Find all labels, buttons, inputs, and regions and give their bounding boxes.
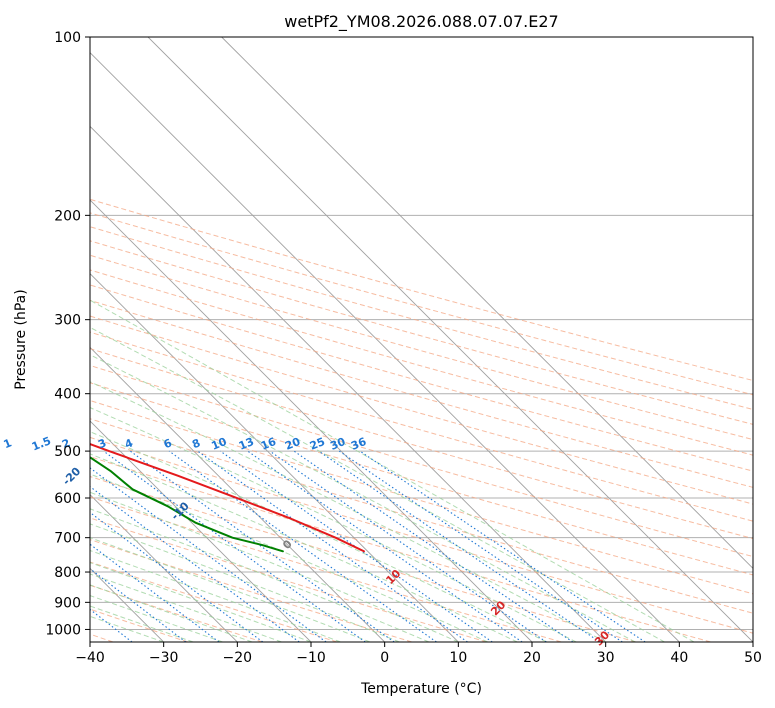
moist-adiabat <box>90 381 606 642</box>
mixing-ratio-line <box>359 450 646 642</box>
mixing-ratio-line <box>90 543 220 642</box>
moist-adiabat <box>90 523 400 642</box>
dry-adiabat <box>90 226 753 410</box>
dry-adiabat <box>90 561 338 642</box>
x-tick-label: 40 <box>670 650 688 666</box>
mixing-ratio-label: 13 <box>237 435 256 453</box>
x-tick-label: −30 <box>149 650 179 666</box>
y-tick-label: 500 <box>54 444 81 460</box>
y-axis: 100 200 300 400 500 600 700 800 900 1000 <box>45 30 90 638</box>
y-tick-label: 900 <box>54 595 81 611</box>
dry-adiabat <box>90 254 753 441</box>
moist-adiabat <box>90 584 253 642</box>
moist-adiabat <box>90 407 577 642</box>
y-tick-label: 200 <box>54 208 81 224</box>
mixing-ratio-label: 8 <box>190 436 202 451</box>
x-tick-label: 20 <box>523 650 541 666</box>
moist-adiabat <box>90 453 518 642</box>
mixing-ratio-label: 3 <box>96 436 108 451</box>
dry-adiabat <box>90 418 753 614</box>
mixing-ratio-line <box>103 450 366 642</box>
dry-adiabat <box>90 299 753 488</box>
plot-grid <box>90 37 753 642</box>
moist-adiabat <box>90 326 665 642</box>
mixing-ratio-line <box>129 450 395 642</box>
dry-adiabat <box>90 198 753 381</box>
chart-title: wetPf2_YM08.2026.088.07.07.E27 <box>284 12 558 32</box>
isotherm-20 <box>90 199 533 642</box>
mixing-ratio-label: 2 <box>60 436 72 451</box>
mixing-ratio-label: 30 <box>328 435 347 453</box>
dry-adiabat <box>90 364 753 558</box>
y-tick-label: 400 <box>54 387 81 403</box>
mixing-ratio-label: 20 <box>283 435 302 453</box>
isotherm--10 <box>90 420 312 642</box>
mixing-ratio-label: 25 <box>308 435 327 453</box>
isotherm-60 <box>221 37 753 569</box>
x-tick-label: 10 <box>449 650 467 666</box>
y-tick-label: 800 <box>54 565 81 581</box>
plot-frame <box>89 36 754 643</box>
temperature-line <box>90 443 365 553</box>
isotherm-40 <box>90 52 680 642</box>
y-tick-label: 600 <box>54 491 81 507</box>
mixing-ratio-label: 10 <box>210 435 229 453</box>
moist-adiabat <box>90 354 636 642</box>
y-tick-label: 1000 <box>45 622 81 638</box>
dry-adiabat <box>90 382 753 576</box>
mixing-ratio-label: 36 <box>349 435 368 453</box>
mixing-ratio-line <box>269 450 547 642</box>
x-tick-label: 0 <box>380 650 389 666</box>
mixing-ratio-label: 1 <box>2 436 14 451</box>
y-tick-label: 700 <box>54 531 81 547</box>
dewpoint-line <box>90 456 284 553</box>
x-tick-label: −20 <box>223 650 253 666</box>
moist-adiabat <box>90 562 312 642</box>
moist-adiabat <box>90 549 341 642</box>
isotherm-30 <box>90 125 606 642</box>
x-axis-label: Temperature (°C) <box>360 681 482 697</box>
moist-adiabat <box>90 508 430 642</box>
isotherm-0 <box>90 346 385 642</box>
x-tick-label: −10 <box>296 650 326 666</box>
dry-adiabat <box>90 212 753 396</box>
y-tick-label: 100 <box>54 30 81 46</box>
mixing-ratio-line <box>197 450 468 642</box>
y-tick-label: 300 <box>54 313 81 329</box>
dry-adiabat <box>90 496 562 642</box>
dry-adiabat <box>90 456 711 642</box>
x-tick-label: 30 <box>597 650 615 666</box>
moist-adiabat <box>90 595 223 642</box>
isotherm-50 <box>147 37 753 642</box>
y-axis-label: Pressure (hPa) <box>13 289 29 389</box>
moist-adiabat <box>90 299 695 642</box>
x-tick-label: 50 <box>744 650 762 666</box>
mixing-ratio-line <box>90 467 327 642</box>
moist-adiabat <box>90 473 489 642</box>
moist-adiabat <box>90 431 547 642</box>
dry-adiabat <box>90 331 753 522</box>
dry-adiabat <box>90 517 487 642</box>
isotherm-10 <box>90 273 459 642</box>
mixing-ratio-label: 16 <box>259 435 278 453</box>
dry-adiabat <box>90 240 753 425</box>
x-tick-label: −40 <box>75 650 105 666</box>
mixing-ratio-line <box>220 450 493 642</box>
mixing-ratio-line <box>168 450 437 642</box>
mixing-ratio-line <box>338 450 623 642</box>
plot-series <box>90 443 365 553</box>
dry-adiabat <box>90 269 753 456</box>
x-axis: −40 −30 −20 −10 0 10 20 30 40 50 <box>75 642 762 666</box>
